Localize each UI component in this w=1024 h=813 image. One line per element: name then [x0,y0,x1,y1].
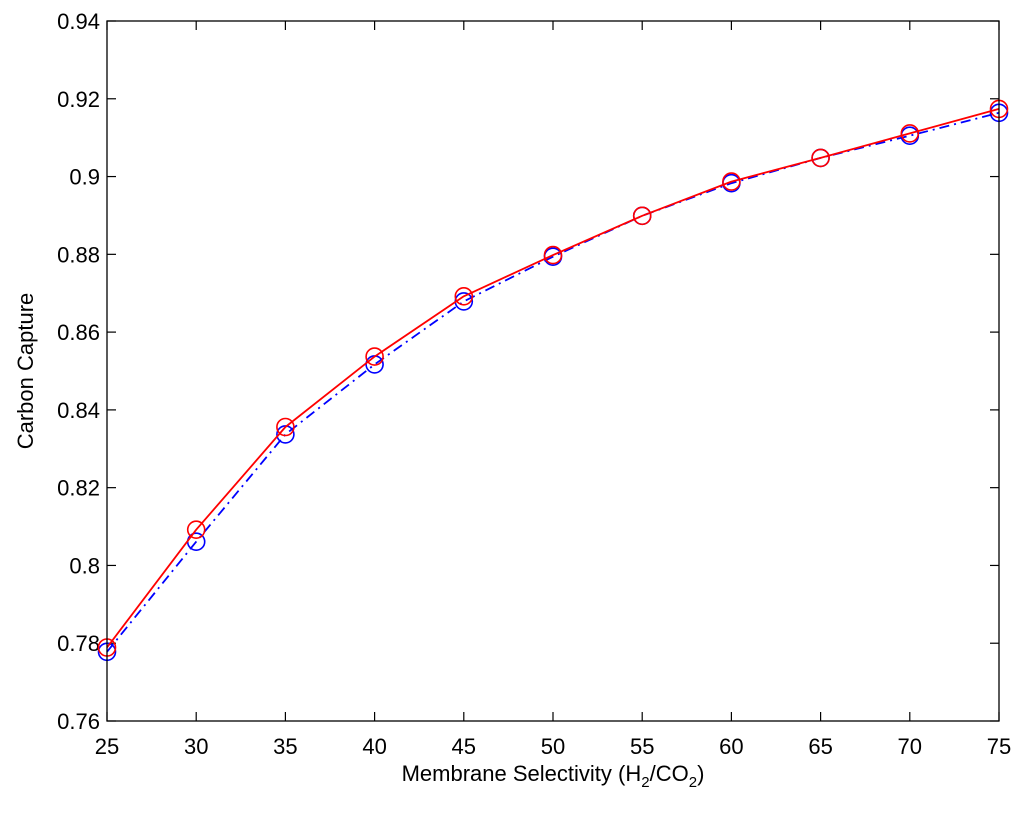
data-point-marker [811,148,830,168]
data-point-marker [543,245,563,265]
data-point-marker [186,520,206,539]
x-axis-title-subscript-1: 2 [641,774,649,791]
x-tick-label: 75 [987,734,1011,759]
y-tick-label: 0.94 [57,9,100,34]
x-tick-label: 65 [808,734,832,759]
x-tick-label: 60 [719,734,743,759]
x-tick-label: 45 [452,734,476,759]
series-2 [97,99,1009,657]
x-axis-title-subscript-2: 2 [689,774,697,791]
x-tick-label: 40 [362,734,386,759]
data-point-marker [722,172,741,191]
axis-ticks: 25 30 35 40 45 50 55 60 65 70 75 0.76 0.78 0.8 0.82 0.8… [57,9,1011,759]
y-tick-label: 0.84 [57,398,100,423]
data-point-marker [632,206,652,226]
x-tick-label: 50 [541,734,565,759]
y-axis-title: Carbon Capture [13,293,38,450]
series-line [106,111,1000,653]
y-tick-label: 0.88 [57,242,100,267]
y-tick-label: 0.78 [57,631,100,656]
x-axis-title: Membrane Selectivity (H2/CO2) [402,761,705,791]
x-tick-label: 55 [630,734,654,759]
x-axis-title-suffix: ) [697,761,704,786]
data-point-marker [365,347,384,366]
x-axis-title-middle: /CO [650,761,689,786]
x-tick-label: 35 [273,734,297,759]
series-line [106,108,1000,649]
x-tick-label: 30 [184,734,208,759]
axes-frame [106,20,1000,722]
y-tick-label: 0.76 [57,709,100,734]
x-tick-label: 70 [898,734,922,759]
data-point-marker [454,287,474,306]
y-tick-label: 0.8 [69,553,100,578]
data-point-marker [900,124,920,143]
x-tick-label: 25 [95,734,119,759]
y-tick-label: 0.82 [57,476,100,501]
data-point-marker [276,417,295,437]
y-tick-label: 0.92 [57,87,100,112]
y-tick-label: 0.9 [69,165,100,190]
y-tick-label: 0.86 [57,320,100,345]
x-axis-title-prefix: Membrane Selectivity (H [402,761,642,786]
